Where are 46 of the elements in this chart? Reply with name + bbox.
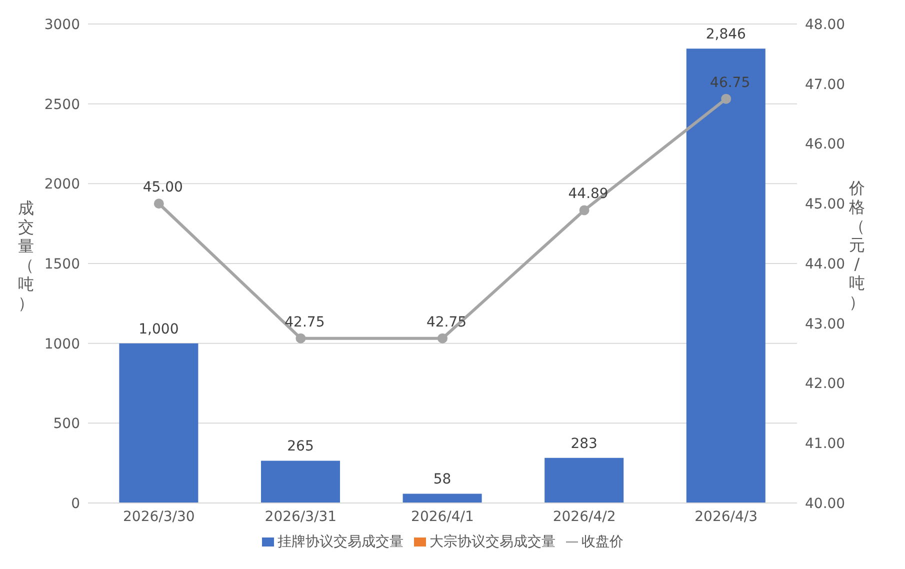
y2-axis-title: 价格（元/吨） [848,178,865,312]
y-tick-label: 500 [53,416,80,432]
bar [544,458,624,503]
bar [686,48,766,503]
y2-tick-label: 40.00 [805,496,846,512]
y2-tick-label: 41.00 [805,436,846,452]
x-tick-label: 2026/3/30 [123,508,195,525]
data-label: 58 [433,472,452,488]
x-tick-label: 2026/3/31 [264,508,337,525]
x-tick-label: 2026/4/3 [694,508,758,525]
y2-tick-label: 45.00 [805,196,846,213]
y-tick-label: 3000 [44,16,80,33]
y2-tick-label: 43.00 [805,316,846,332]
data-label: 46.75 [710,74,750,91]
y-tick-label: 2500 [44,96,80,113]
data-label: 42.75 [284,314,325,330]
y-tick-label: 1000 [44,336,80,352]
y2-tick-label: 44.00 [805,256,846,272]
bar [402,494,482,503]
point [438,333,448,344]
x-tick-label: 2026/4/2 [552,508,616,525]
x-tick-label: 2026/4/1 [411,508,474,525]
legend-label: 挂牌协议交易成交量 [278,534,404,550]
y-axis-title: 成交量（吨） [18,198,34,312]
point [579,205,590,216]
data-label: 265 [287,438,314,455]
bar [119,343,198,503]
y2-tick-label: 48.00 [805,16,846,33]
y2-tick-label: 46.00 [805,136,846,153]
data-label: 283 [570,436,598,452]
data-label: 44.89 [568,186,608,202]
y-tick-label: 2000 [44,176,80,193]
y-tick-label: 1500 [44,256,80,272]
data-label: 42.75 [426,314,467,330]
bar [260,460,340,503]
data-label: 1,000 [138,321,179,338]
legend-label: 收盘价 [582,534,624,550]
y2-tick-label: 42.00 [805,376,846,392]
legend-label: 大宗协议交易成交量 [430,534,556,550]
point [296,333,306,344]
point [721,94,732,104]
data-label: 2,846 [706,26,746,43]
y-tick-label: 0 [71,496,80,512]
data-label: 45.00 [142,180,183,196]
y2-tick-label: 47.00 [805,76,846,93]
point [154,198,164,209]
